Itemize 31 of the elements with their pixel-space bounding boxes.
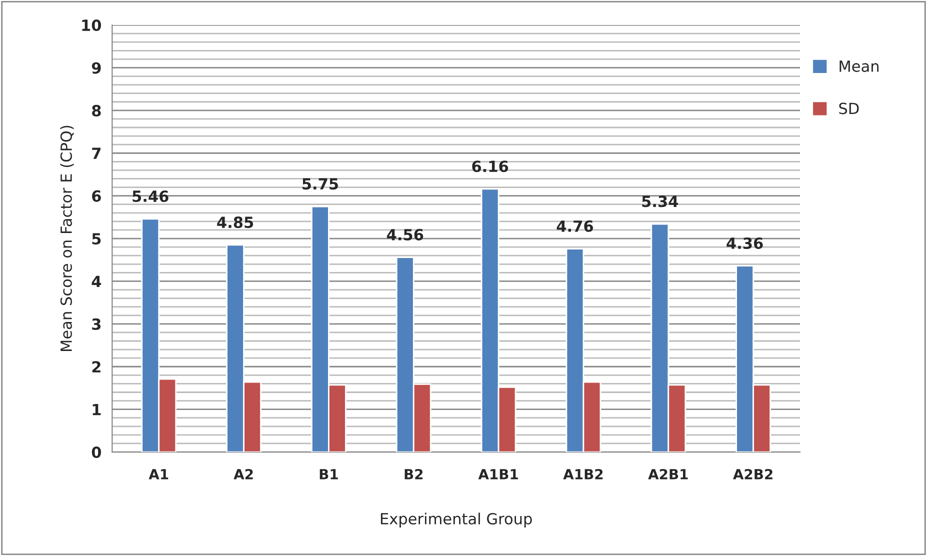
- y-tick-label: 2: [92, 361, 100, 372]
- data-label: 6.16: [472, 160, 508, 172]
- y-tick-label: 9: [92, 62, 101, 74]
- y-tick-label: 4: [92, 276, 102, 288]
- x-tick-label: A1: [148, 469, 168, 480]
- x-tick-label: B1: [320, 469, 338, 480]
- x-tick-label: B2: [404, 468, 423, 480]
- x-tick-label: A2B2: [733, 468, 772, 480]
- y-axis-title: Mean Score on Factor E (CPQ): [60, 126, 74, 352]
- y-tick-label: 3: [92, 318, 101, 330]
- x-tick-label: A2: [234, 468, 253, 480]
- x-tick-label: A1B2: [563, 468, 603, 480]
- data-label: 4.36: [726, 237, 763, 250]
- x-axis-title: Experimental Group: [380, 512, 532, 528]
- x-tick-label: A1B1: [478, 469, 518, 480]
- y-tick-label: 0: [92, 446, 102, 458]
- data-label: 4.56: [386, 228, 424, 240]
- y-tick-label: 7: [92, 148, 101, 159]
- data-label: 4.76: [556, 220, 593, 232]
- y-tick-label: 5: [92, 233, 101, 245]
- data-label: 5.34: [642, 196, 678, 208]
- legend-label: Mean: [840, 60, 879, 72]
- data-label: 4.85: [217, 216, 254, 228]
- data-label: 5.46: [132, 190, 168, 202]
- y-tick-label: 1: [92, 404, 101, 416]
- y-tick-label: 8: [92, 104, 101, 116]
- y-tick-label: 6: [92, 190, 101, 202]
- data-label: 5.75: [302, 178, 338, 190]
- y-tick-label: 10: [82, 19, 102, 32]
- x-tick-label: A2B1: [648, 468, 688, 480]
- legend-label: SD: [839, 102, 859, 114]
